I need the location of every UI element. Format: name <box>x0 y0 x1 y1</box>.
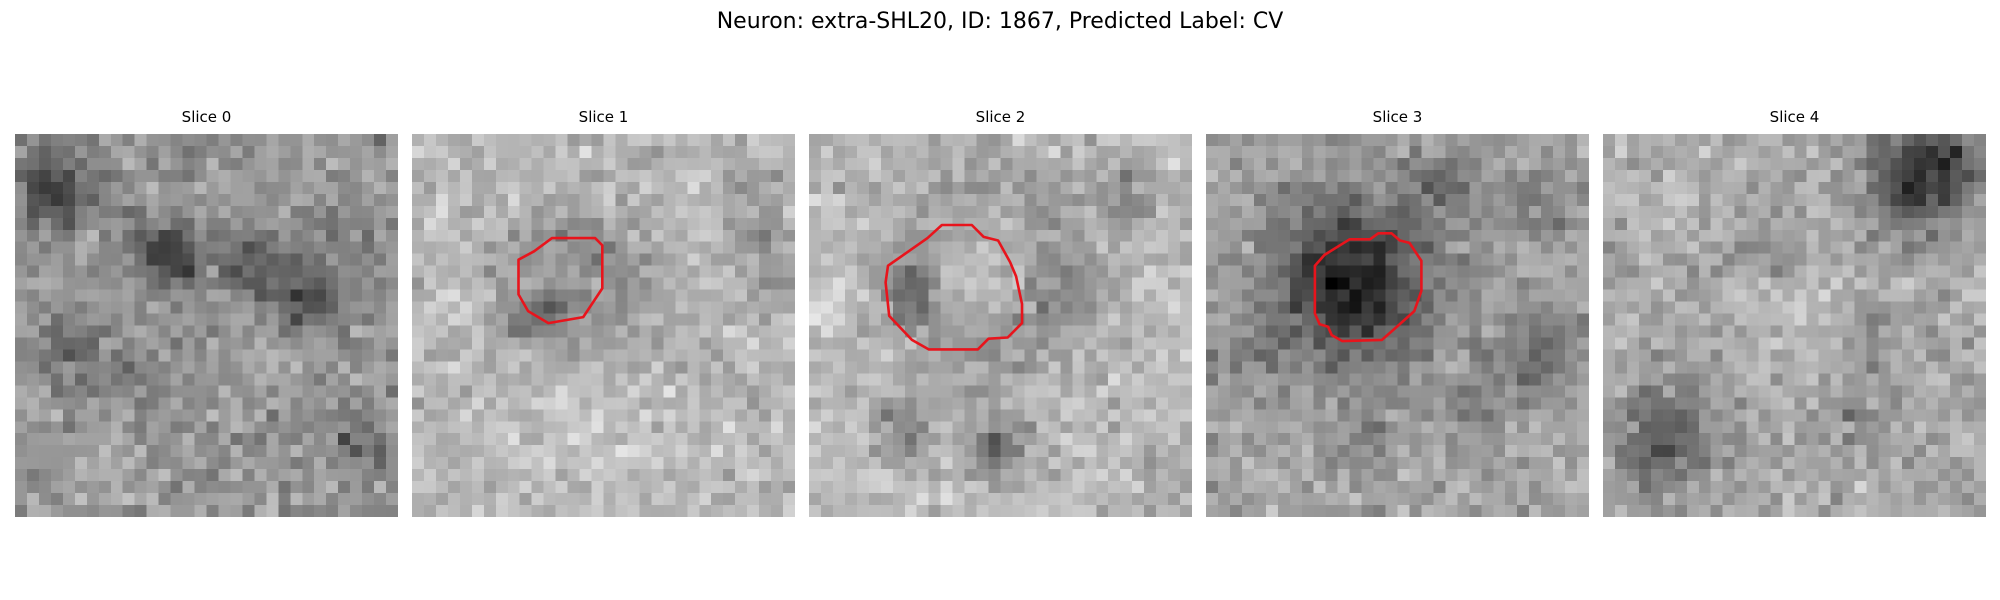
slice-image <box>1206 134 1589 517</box>
slice-pixel-grid <box>1603 134 1986 517</box>
figure-title: Neuron: extra-SHL20, ID: 1867, Predicted… <box>716 9 1284 34</box>
segmentation-outline <box>884 223 1024 351</box>
slice-pixel-grid <box>412 134 795 517</box>
slice-panel-4: Slice 4 <box>1603 108 1986 517</box>
slice-image <box>809 134 1192 517</box>
slice-image <box>15 134 398 517</box>
slice-panel-0: Slice 0 <box>15 108 398 517</box>
slice-title: Slice 2 <box>975 108 1026 126</box>
slice-title: Slice 1 <box>578 108 629 126</box>
slice-image <box>412 134 795 517</box>
slice-pixel-grid <box>15 134 398 517</box>
slice-panel-2: Slice 2 <box>809 108 1192 517</box>
slice-image <box>1603 134 1986 517</box>
slice-pixel-grid <box>809 134 1192 517</box>
slice-panel-1: Slice 1 <box>412 108 795 517</box>
segmentation-outline <box>517 236 604 325</box>
slice-panel-3: Slice 3 <box>1206 108 1589 517</box>
slice-title: Slice 4 <box>1769 108 1820 126</box>
slice-title: Slice 3 <box>1372 108 1423 126</box>
slice-pixel-grid <box>1206 134 1589 517</box>
segmentation-outline <box>1313 232 1423 343</box>
slice-title: Slice 0 <box>181 108 232 126</box>
